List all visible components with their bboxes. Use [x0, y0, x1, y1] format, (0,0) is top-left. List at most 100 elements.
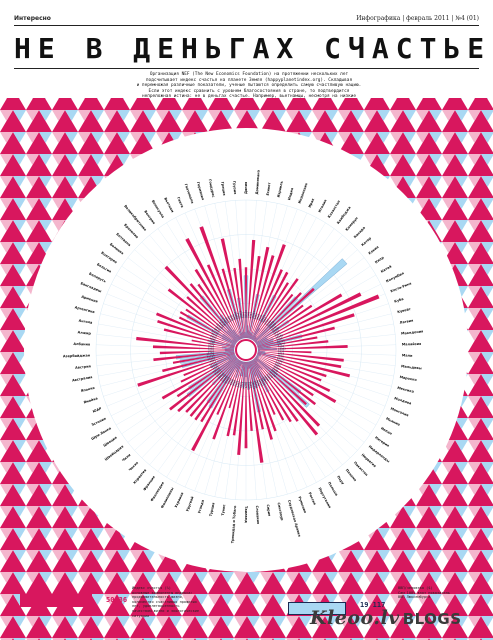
happiness-bar	[256, 293, 343, 345]
gdp-value-label: 35078	[267, 320, 276, 329]
gdp-value-label: 20538	[217, 371, 226, 380]
gdp-value-label: 1033	[278, 349, 285, 353]
country-label: Кувейт	[397, 307, 411, 314]
chart-center	[235, 339, 257, 361]
gdp-value-label: 10882	[278, 347, 286, 351]
country-label: Мексика	[397, 386, 415, 394]
country-label: Мьянма	[385, 417, 401, 428]
intro-line: подсчитывает индекс счастья на планете З…	[145, 77, 353, 83]
happiness-bar	[248, 246, 270, 339]
legend-line: количество счастливых прожитых лет, удов…	[132, 599, 197, 609]
happiness-bar	[194, 268, 240, 340]
gdp-value-label: 15478	[209, 362, 218, 369]
happiness-bar	[194, 359, 240, 421]
intro-line: Организация NEF (The New Economics Found…	[149, 72, 349, 77]
country-label: Куба	[394, 297, 405, 304]
country-label: Словакия	[255, 505, 260, 524]
country-label: Турция	[209, 502, 216, 517]
gdp-value-label: 1128	[271, 366, 279, 373]
gdp-value-label: 1240	[270, 325, 278, 332]
country-label: Уганда	[197, 499, 205, 514]
happiness-bar	[189, 283, 239, 341]
gdp-value-label: 3843	[255, 313, 261, 321]
gdp-value-label: 2727	[263, 318, 270, 326]
happiness-bar	[191, 360, 241, 452]
happiness-bar	[257, 353, 327, 378]
happiness-bar	[256, 355, 337, 404]
country-label: Алжир	[77, 330, 91, 335]
gdp-value-label: 13646	[277, 341, 286, 346]
gdp-value-label: 9962	[231, 379, 237, 387]
happiness-bar	[251, 360, 285, 421]
happiness-bar	[252, 278, 299, 341]
country-label: Германия	[196, 181, 205, 200]
happiness-bar	[253, 293, 294, 341]
happiness-bar	[251, 271, 289, 340]
happiness-bar	[249, 255, 275, 339]
gdp-value-label: 1663	[229, 314, 235, 322]
legend-happiness: 50,36 Индекс счастья (%) основные компон…	[20, 586, 199, 624]
gdp-value-label: 28529	[259, 314, 266, 323]
happiness-bar	[232, 361, 245, 436]
happiness-bar	[189, 359, 239, 417]
happiness-bar	[183, 354, 235, 377]
gdp-value-label: 1550	[273, 364, 281, 371]
happiness-bar	[185, 358, 238, 413]
happiness-bar	[155, 312, 235, 346]
happiness-bars	[136, 226, 380, 463]
happiness-bar	[177, 357, 238, 413]
country-label: Вьетнам	[163, 197, 174, 214]
gdp-value-label: 41420	[268, 370, 277, 378]
gdp-value-label: 5016	[208, 349, 215, 353]
country-label: Гондурас	[208, 179, 216, 198]
legend-line: Индекс счастья (%)	[132, 586, 171, 590]
gdp-value-label: 14280	[207, 338, 216, 344]
gdp-value-label: 10845	[257, 378, 264, 387]
happiness-bar	[250, 360, 276, 415]
gdp-value-label: 4357	[248, 311, 253, 318]
gdp-value-label: 30386	[221, 374, 229, 383]
country-label: Латвия	[399, 319, 413, 325]
country-label: Индонезия	[297, 183, 308, 204]
happiness-bar	[197, 283, 240, 341]
gdp-value-label: 36130	[244, 310, 248, 318]
happiness-bar	[185, 238, 241, 340]
happiness-bar	[237, 361, 246, 455]
happiness-bar	[226, 361, 244, 437]
radial-chart: Дания 36130 Доминикана 7203 Египет 4357 Израил…	[0, 98, 493, 640]
gdp-value-label: 2053	[210, 334, 218, 340]
country-label: Сингапур	[276, 502, 284, 521]
gdp-value-label: 31794	[206, 354, 215, 359]
gdp-value-label: 70000	[268, 322, 277, 330]
gdp-value-label: 7857	[261, 316, 268, 324]
gdp-value-label: 7203	[246, 311, 250, 318]
country-label: ЮАР	[92, 406, 102, 413]
country-label: Австралия	[72, 375, 93, 382]
gdp-value-label: 4291	[209, 358, 217, 364]
gdp-value-label: 7200	[278, 344, 285, 349]
happiness-bar	[220, 238, 244, 339]
gdp-value-label: 5316	[208, 347, 215, 351]
gdp-value-label: 3365	[241, 312, 245, 319]
happiness-bar	[228, 361, 243, 409]
country-label: Македония	[401, 329, 424, 335]
section-label: Интересно	[14, 14, 51, 22]
watermark: Kleoo.lv BLOGS	[310, 607, 462, 629]
happiness-bar	[186, 296, 238, 343]
country-label: Украина	[174, 491, 185, 508]
gdp-value-label: 2819	[215, 325, 223, 332]
intro-line: и перемножая различные показатели, учены…	[136, 83, 362, 89]
country-label: Аргентина	[74, 305, 95, 314]
happiness-bar	[152, 345, 235, 350]
gdp-value-label: 4017	[278, 351, 285, 356]
country-label: Перу	[336, 475, 345, 486]
country-label: Эстония	[91, 417, 107, 427]
gdp-value-label: 12027	[215, 370, 224, 378]
gdp-value-label: 22699	[271, 326, 280, 334]
gdp-value-label: 11110	[208, 360, 217, 367]
happiness-bar	[247, 255, 261, 339]
happiness-bar	[246, 239, 256, 339]
happiness-bar	[257, 351, 344, 362]
happiness-bar	[247, 361, 264, 463]
happiness-bar	[257, 351, 342, 369]
